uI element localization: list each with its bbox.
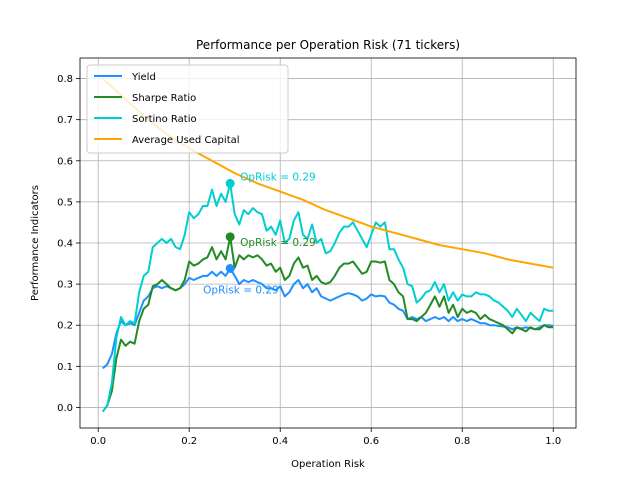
y-tick-label: 0.0: [57, 403, 73, 414]
series-line-sharpe-ratio: [101, 235, 554, 413]
series-line-sortino-ratio: [101, 182, 554, 413]
x-axis-label: Operation Risk: [291, 459, 365, 470]
legend-label-sharpe-ratio: Sharpe Ratio: [132, 93, 196, 104]
y-tick-label: 0.5: [57, 197, 73, 208]
legend: Yield Sharpe Ratio Sortino Ratio Average Us…: [86, 64, 289, 154]
y-tick-label: 0.7: [57, 115, 73, 126]
legend-label-sortino-ratio: Sortino Ratio: [132, 114, 197, 125]
y-tick-label: 0.1: [57, 362, 73, 373]
legend-box: [86, 64, 289, 154]
y-axis-label: Performance Indicators: [30, 185, 41, 301]
chart-title: Performance per Operation Risk (71 ticke…: [196, 38, 460, 52]
x-tick-label: 0.8: [454, 436, 470, 447]
highlight-point-sharpe-ratio: [225, 232, 235, 242]
highlight-point-yield: [225, 263, 235, 273]
highlight-label-sharpe-ratio: OpRisk = 0.29: [240, 237, 316, 249]
highlight-point-sortino-ratio: [225, 178, 235, 188]
x-tick-label: 0.2: [181, 436, 197, 447]
y-tick-label: 0.8: [57, 74, 73, 85]
y-tick-label: 0.4: [57, 239, 73, 250]
x-tick-label: 1.0: [545, 436, 561, 447]
axis-ticks: 0.0 0.2 0.4 0.6 0.8 1.0 0.0 0.1 0.2 0.3 0.4 0.5 0.6 0…: [57, 74, 561, 447]
legend-label-average-used-capital: Average Used Capital: [132, 135, 240, 146]
highlight-label-sortino-ratio: OpRisk = 0.29: [240, 171, 316, 183]
x-tick-label: 0.6: [363, 436, 379, 447]
y-tick-label: 0.3: [57, 280, 73, 291]
y-tick-label: 0.6: [57, 156, 73, 167]
highlight-label-yield: OpRisk = 0.29: [203, 284, 279, 296]
y-tick-label: 0.2: [57, 321, 73, 332]
x-tick-label: 0.4: [272, 436, 288, 447]
highlight-markers: OpRisk = 0.29 OpRisk = 0.29 OpRisk = 0.29: [203, 171, 316, 296]
grid-lines: [80, 58, 576, 428]
legend-label-yield: Yield: [131, 72, 156, 83]
x-tick-label: 0.0: [90, 436, 106, 447]
